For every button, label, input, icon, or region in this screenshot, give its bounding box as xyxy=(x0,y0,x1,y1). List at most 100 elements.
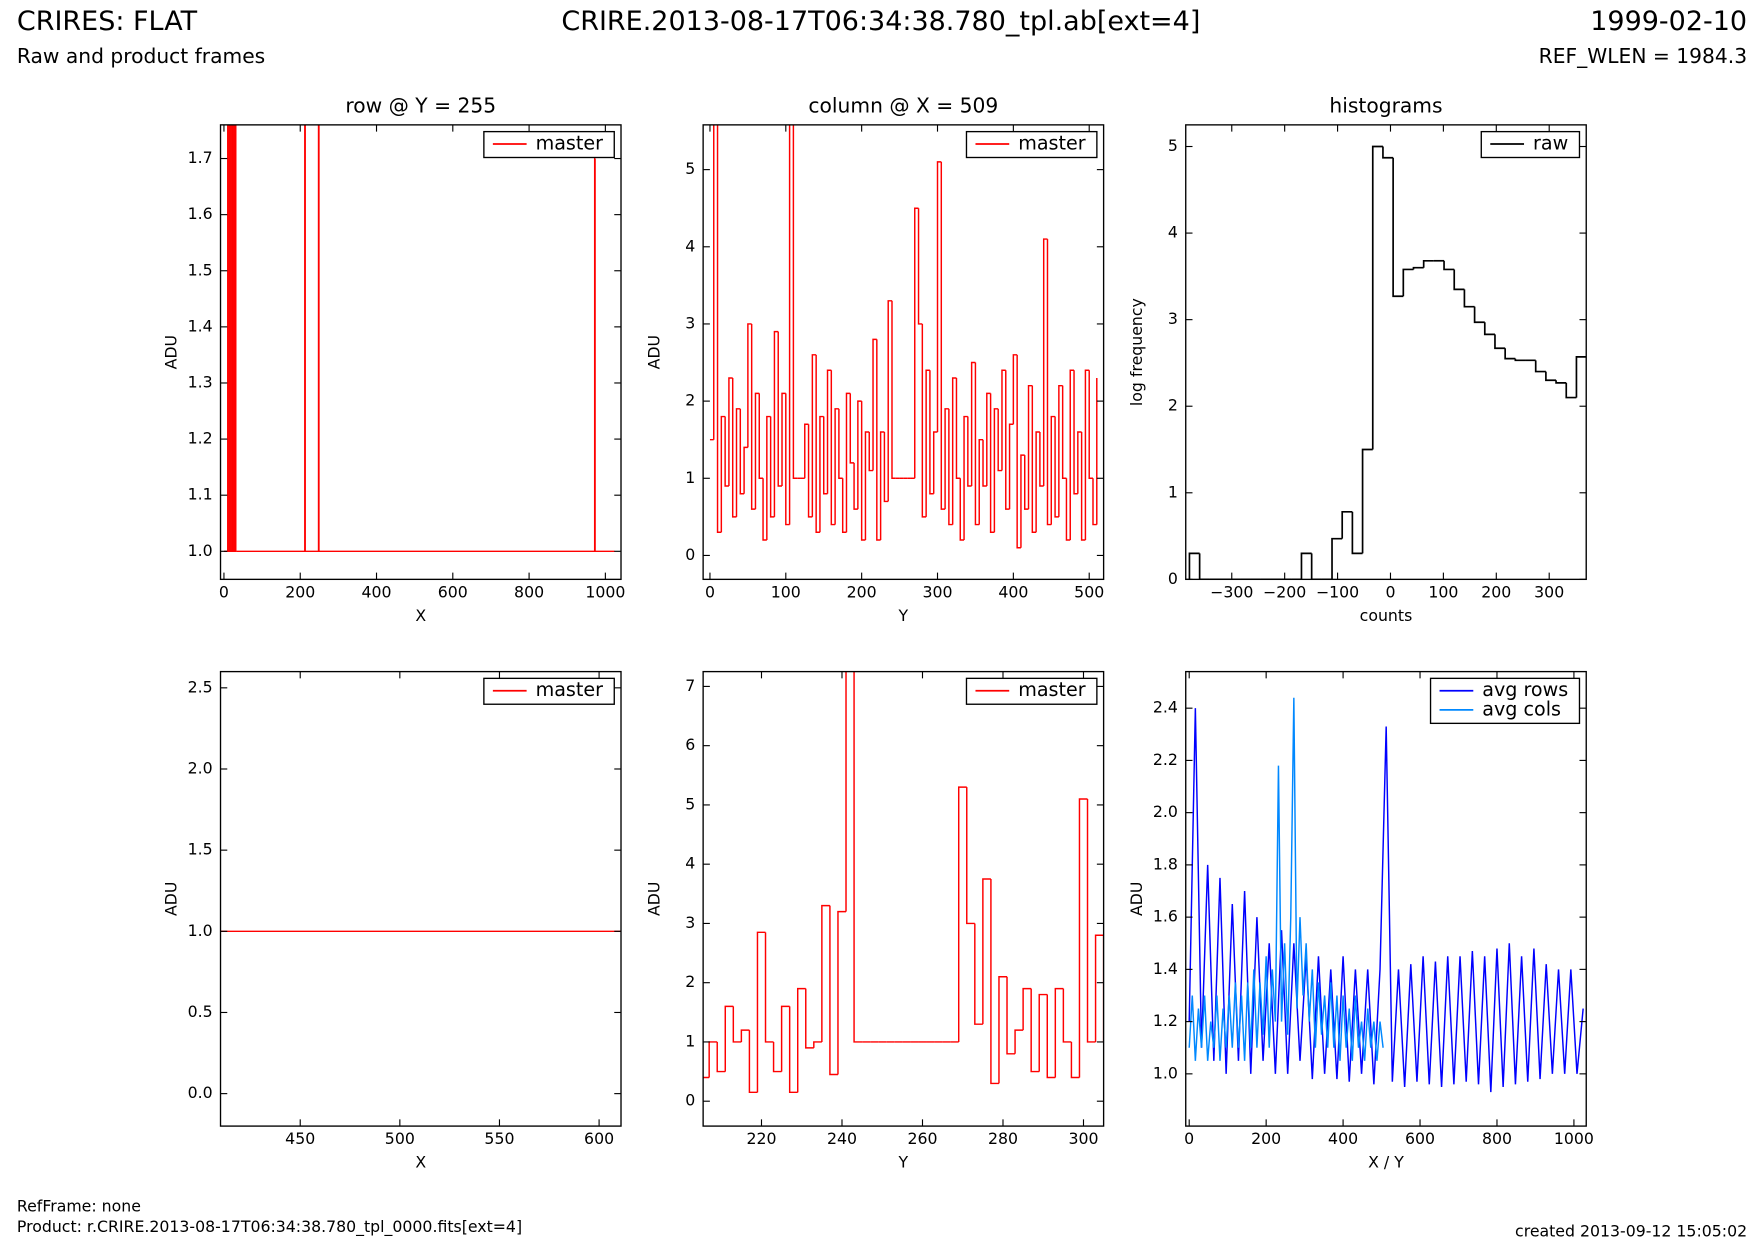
step-segment xyxy=(788,1006,798,1094)
y-axis-label: ADU xyxy=(644,882,663,916)
step-segment xyxy=(826,369,832,494)
histogram-bin xyxy=(1361,448,1373,554)
step-segment xyxy=(936,161,942,432)
histogram-bin xyxy=(1188,552,1200,580)
step-segment xyxy=(762,478,767,541)
y-tick-label: 5 xyxy=(685,794,695,813)
step-segment xyxy=(940,161,946,510)
panel: Y ADU 220 240 260 280 300 0 1 2 3 4 5 6 7 master xyxy=(644,670,1105,1172)
x-tick-label: −100 xyxy=(1316,582,1359,601)
step-segment xyxy=(1062,988,1072,1043)
step-segment xyxy=(1038,993,1048,1072)
step-segment xyxy=(821,904,830,1042)
step-segment xyxy=(841,478,847,534)
legend-box xyxy=(1429,677,1581,725)
plot-area xyxy=(223,124,615,553)
step-segment xyxy=(982,439,987,487)
step-segment xyxy=(887,300,892,502)
step-segment xyxy=(1035,431,1040,533)
y-tick-label: 3 xyxy=(685,913,695,932)
step-segment xyxy=(235,124,237,553)
y-tick-label: 1.0 xyxy=(188,541,213,560)
step-segment xyxy=(1084,369,1090,541)
page-title: CRIRES: FLAT xyxy=(17,6,198,37)
x-tick-label: 450 xyxy=(285,1129,315,1148)
y-tick-label: 3 xyxy=(685,313,695,332)
step-segment xyxy=(944,408,949,510)
y-axis-label: ADU xyxy=(162,882,181,916)
histogram-bin xyxy=(1575,356,1587,580)
y-tick-label: 4 xyxy=(685,854,695,873)
histogram-bin xyxy=(1514,358,1526,362)
step-segment xyxy=(957,786,967,1042)
y-tick-label: 4 xyxy=(1168,223,1178,242)
step-segment xyxy=(963,415,968,541)
panel-title: column @ X = 509 xyxy=(808,93,998,117)
x-tick-label: 200 xyxy=(847,582,877,601)
y-tick-label: 1.0 xyxy=(1153,1063,1178,1082)
x-tick-label: 400 xyxy=(1328,1129,1358,1148)
step-segment xyxy=(829,905,838,1076)
y-tick-label: 1.5 xyxy=(188,260,213,279)
step-segment xyxy=(773,330,779,517)
product: Product: r.CRIRE.2013-08-17T06:34:38.780… xyxy=(17,1217,522,1237)
histogram-bin xyxy=(1565,382,1577,399)
step-segment xyxy=(929,370,934,495)
y-tick-label: 1 xyxy=(685,1031,695,1050)
legend: master xyxy=(965,677,1098,705)
step-segment xyxy=(1086,799,1096,1043)
step-segment xyxy=(231,124,234,553)
legend-box xyxy=(1480,130,1581,159)
step-segment xyxy=(1012,354,1018,425)
step-segment xyxy=(748,1030,758,1094)
step-segment xyxy=(1077,431,1082,494)
x-tick-label: 550 xyxy=(484,1129,514,1148)
x-tick-label: 400 xyxy=(998,582,1028,601)
step-segment xyxy=(781,392,786,486)
x-tick-label: 800 xyxy=(1482,1129,1512,1148)
legend-label: avg cols xyxy=(1482,697,1561,720)
step-segment xyxy=(998,976,1008,1084)
step-segment xyxy=(1022,987,1032,1031)
step-segment xyxy=(932,431,938,494)
histogram-bin xyxy=(1300,552,1312,580)
x-axis-label: X / Y xyxy=(1368,1153,1404,1172)
step-segment xyxy=(728,377,733,486)
y-axis-label: log frequency xyxy=(1127,298,1146,406)
step-segment xyxy=(785,393,790,526)
step-segment xyxy=(1020,454,1025,548)
panel-title: row @ Y = 255 xyxy=(345,93,496,117)
step-segment xyxy=(997,408,1002,472)
step-segment xyxy=(879,431,885,541)
x-tick-label: 240 xyxy=(827,1129,857,1148)
step-segment xyxy=(807,424,813,518)
step-segment xyxy=(834,408,839,525)
date: 1999-02-10 xyxy=(1590,6,1747,37)
y-tick-label: 2.5 xyxy=(188,677,213,696)
step-segment xyxy=(845,392,851,533)
line xyxy=(1188,708,1584,1093)
step-segment xyxy=(837,910,847,1075)
step-segment xyxy=(1014,1029,1024,1054)
step-segment xyxy=(1046,994,1056,1079)
y-tick-label: 1.0 xyxy=(188,921,213,940)
legend-box xyxy=(965,677,1098,705)
step-segment xyxy=(1065,478,1071,541)
panel: histograms counts log frequency −300 −200 −10… xyxy=(1127,93,1587,625)
legend-label: raw xyxy=(1533,131,1568,154)
file-name: CRIRE.2013-08-17T06:34:38.780_tpl.ab[ext… xyxy=(561,6,1200,37)
y-tick-label: 5 xyxy=(1168,136,1178,155)
x-tick-label: 200 xyxy=(285,582,315,601)
step-segment xyxy=(813,1041,822,1048)
y-tick-label: 0 xyxy=(685,545,695,564)
step-segment xyxy=(233,124,236,553)
step-segment xyxy=(883,431,889,503)
x-tick-label: 280 xyxy=(988,1129,1018,1148)
step-segment xyxy=(1078,798,1088,1078)
y-tick-label: 1 xyxy=(685,468,695,487)
step-segment xyxy=(750,323,756,510)
legend: master xyxy=(965,130,1098,159)
